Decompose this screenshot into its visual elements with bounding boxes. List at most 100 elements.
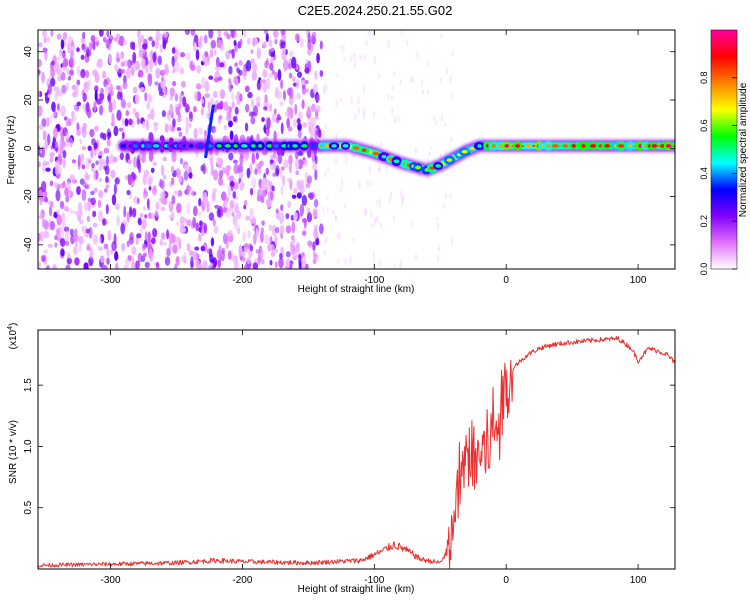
noise-speckle [249, 187, 254, 196]
noise-speckle [188, 250, 194, 256]
noise-speckle [231, 101, 235, 109]
noise-speckle [192, 205, 198, 217]
noise-speckle [337, 258, 340, 264]
noise-speckle [227, 184, 232, 197]
noise-speckle [293, 212, 298, 221]
noise-speckle [296, 92, 301, 100]
noise-speckle [376, 214, 379, 224]
noise-speckle [299, 203, 305, 216]
noise-speckle [79, 219, 84, 225]
noise-speckle [77, 65, 80, 76]
noise-speckle [41, 118, 47, 128]
noise-speckle [85, 101, 90, 113]
noise-speckle [154, 81, 159, 86]
noise-speckle [315, 237, 320, 246]
band-blob-core [241, 144, 248, 148]
noise-speckle [336, 233, 339, 239]
noise-speckle [82, 31, 86, 39]
noise-speckle [174, 93, 179, 102]
noise-speckle [300, 37, 304, 48]
noise-speckle [204, 51, 209, 58]
noise-speckle [76, 47, 80, 53]
noise-speckle [63, 226, 70, 233]
noise-speckle [316, 52, 320, 64]
noise-speckle [358, 181, 361, 190]
noise-speckle [200, 245, 205, 252]
noise-speckle [307, 32, 311, 43]
noise-speckle [262, 69, 268, 79]
noise-speckle [261, 79, 267, 84]
noise-speckle [55, 85, 60, 97]
noise-speckle [449, 193, 452, 200]
y-tick-label: 0.5 [23, 500, 34, 514]
noise-speckle [269, 159, 274, 164]
noise-speckle [437, 244, 441, 252]
noise-speckle [55, 189, 61, 202]
x-tick-label: 0 [503, 575, 509, 586]
noise-speckle [188, 122, 192, 129]
noise-speckle [259, 79, 263, 84]
noise-speckle [105, 38, 110, 49]
noise-speckle [273, 130, 277, 143]
noise-speckle [234, 62, 238, 67]
noise-speckle [233, 255, 238, 265]
noise-speckle [210, 157, 214, 168]
noise-speckle [161, 69, 167, 75]
band-blob-core [361, 148, 367, 153]
noise-speckle [81, 164, 86, 170]
noise-speckle [285, 258, 290, 269]
noise-speckle [393, 263, 396, 269]
noise-speckle [301, 99, 305, 110]
noise-speckle [428, 151, 431, 157]
noise-speckle [59, 237, 66, 247]
noise-speckle [49, 156, 54, 163]
noise-speckle [106, 247, 110, 258]
noise-speckle [184, 164, 189, 172]
noise-speckle [69, 58, 74, 66]
noise-speckle [49, 151, 55, 158]
noise-speckle [259, 231, 264, 243]
noise-speckle [222, 233, 228, 244]
noise-speckle [366, 180, 369, 186]
band-blob-core [133, 144, 138, 148]
noise-speckle [110, 169, 116, 179]
noise-speckle [216, 102, 223, 110]
noise-speckle [180, 80, 186, 88]
noise-speckle [295, 170, 300, 176]
noise-speckle [186, 202, 191, 215]
noise-speckle [169, 87, 175, 97]
noise-speckle [98, 150, 104, 156]
noise-speckle [269, 259, 273, 266]
noise-speckle [212, 218, 216, 227]
noise-speckle [132, 86, 138, 94]
noise-speckle [52, 264, 57, 269]
noise-speckle [314, 70, 318, 81]
noise-speckle [269, 62, 274, 71]
noise-speckle [223, 196, 229, 203]
noise-speckle [451, 92, 454, 100]
noise-speckle [180, 157, 183, 165]
noise-speckle [132, 51, 137, 64]
noise-speckle [385, 163, 388, 173]
noise-speckle [249, 207, 255, 218]
noise-speckle [174, 61, 180, 73]
noise-speckle [102, 70, 107, 79]
band-blob-core [372, 151, 379, 156]
noise-speckle [297, 111, 303, 120]
noise-speckle [185, 104, 190, 113]
noise-speckle [265, 179, 271, 192]
noise-speckle [137, 217, 142, 226]
noise-speckle [440, 113, 444, 122]
noise-speckle [65, 240, 70, 247]
noise-speckle [313, 228, 319, 240]
noise-speckle [255, 96, 261, 103]
noise-speckle [136, 197, 140, 205]
band-blob-core [617, 144, 625, 148]
noise-speckle [73, 245, 78, 256]
noise-speckle [190, 189, 194, 197]
noise-speckle [198, 127, 203, 135]
noise-speckle [334, 214, 338, 223]
noise-speckle [99, 132, 105, 139]
noise-speckle [43, 249, 49, 254]
noise-speckle [433, 116, 436, 123]
